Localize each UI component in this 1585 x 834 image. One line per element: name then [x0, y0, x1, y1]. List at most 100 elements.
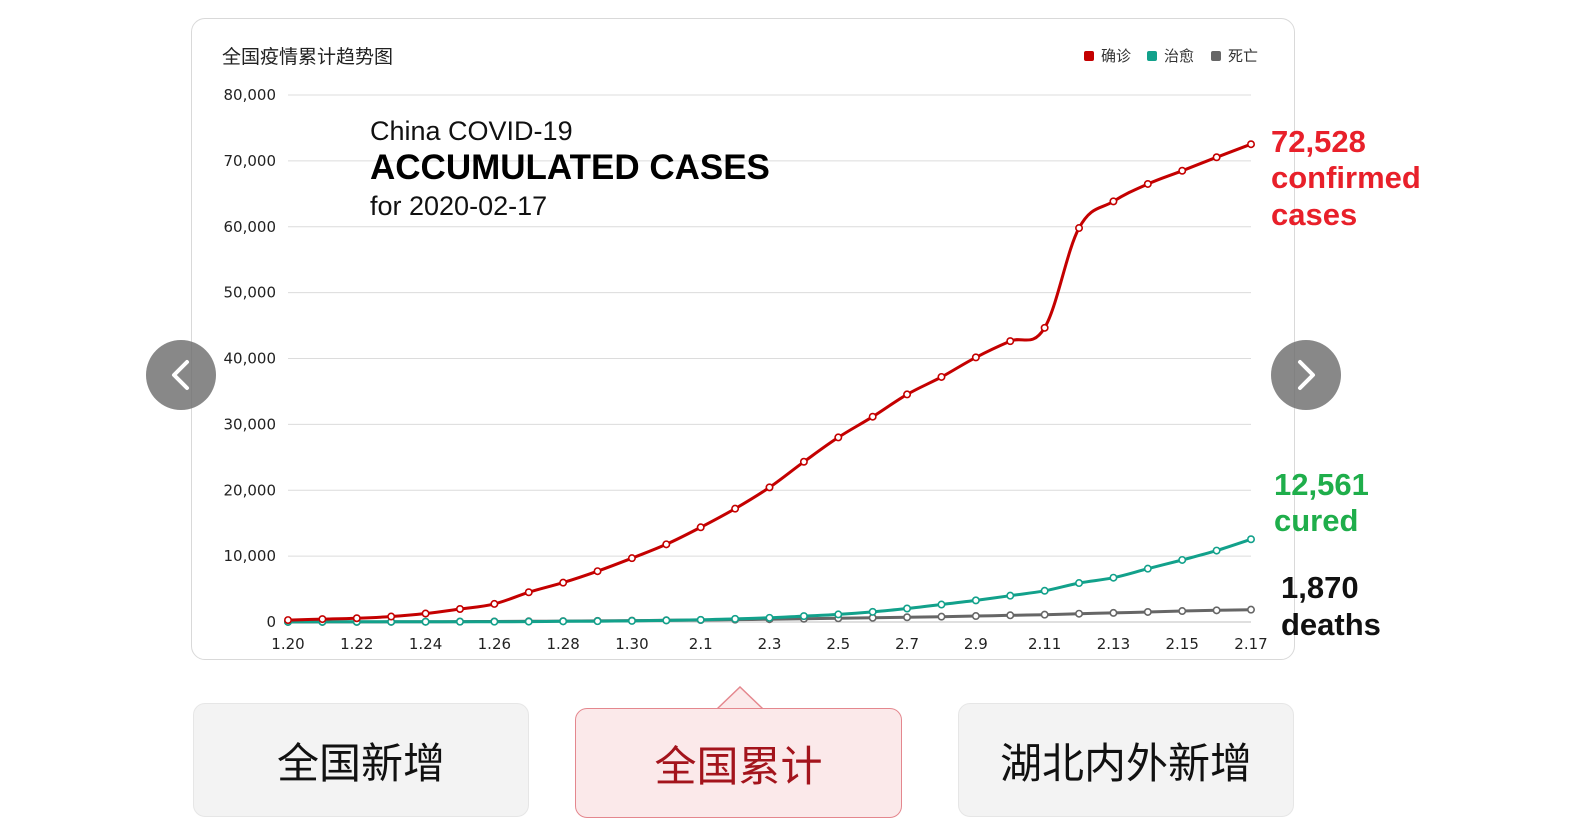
- x-tick-label: 2.15: [1166, 635, 1199, 653]
- data-point: [937, 372, 946, 381]
- data-point: [765, 613, 774, 622]
- data-point: [696, 615, 705, 624]
- x-tick-label: 1.30: [615, 635, 648, 653]
- trend-chart: 全国疫情累计趋势图 确诊 治愈 死亡 0 10,000 20,000 30,000 40,0…: [222, 46, 1268, 653]
- data-point: [1040, 323, 1049, 332]
- data-point: [524, 588, 533, 597]
- data-point: [490, 599, 499, 608]
- data-point: [903, 390, 912, 399]
- data-point: [662, 540, 671, 549]
- y-tick-label: 60,000: [224, 218, 277, 236]
- data-point: [868, 607, 877, 616]
- y-tick-label: 30,000: [224, 415, 277, 433]
- legend-label: 死亡: [1228, 47, 1258, 65]
- data-point: [1109, 197, 1118, 206]
- y-tick-label: 50,000: [224, 284, 277, 302]
- data-point: [1075, 609, 1084, 618]
- chart-legend: 确诊 治愈 死亡: [1084, 47, 1258, 65]
- x-tick-label: 1.28: [546, 635, 579, 653]
- data-point: [1212, 153, 1221, 162]
- data-point: [627, 554, 636, 563]
- data-point: [1212, 606, 1221, 615]
- x-tick-label: 2.13: [1097, 635, 1130, 653]
- data-point: [593, 617, 602, 626]
- data-point: [731, 504, 740, 513]
- data-point: [937, 612, 946, 621]
- x-tick-label: 2.9: [964, 635, 988, 653]
- chevron-left-icon: [172, 360, 189, 390]
- data-point: [971, 612, 980, 621]
- data-point: [421, 609, 430, 618]
- data-point: [627, 616, 636, 625]
- data-point: [1178, 166, 1187, 175]
- data-point: [284, 616, 293, 625]
- data-point: [1040, 610, 1049, 619]
- data-point: [559, 617, 568, 626]
- data-point: [352, 614, 361, 623]
- data-point: [834, 433, 843, 442]
- overlay-heading: ACCUMULATED CASES: [370, 148, 770, 187]
- tab-hubei-inside-outside-new[interactable]: 湖北内外新增: [958, 703, 1294, 817]
- next-button[interactable]: [1271, 340, 1341, 410]
- data-point: [971, 353, 980, 362]
- data-point: [1247, 140, 1256, 149]
- chart-grid: [288, 94, 1251, 623]
- y-tick-label: 10,000: [224, 547, 277, 565]
- x-tick-label: 1.24: [409, 635, 442, 653]
- data-point: [1075, 579, 1084, 588]
- data-point: [490, 617, 499, 626]
- data-point: [1109, 573, 1118, 582]
- data-point: [1178, 607, 1187, 616]
- data-point: [1075, 224, 1084, 233]
- data-point: [1212, 546, 1221, 555]
- data-point: [731, 614, 740, 623]
- data-point: [1143, 607, 1152, 616]
- overlay-date: for 2020-02-17: [370, 191, 547, 221]
- data-point: [524, 617, 533, 626]
- legend-swatch: [1084, 51, 1094, 61]
- data-point: [1247, 605, 1256, 614]
- data-point: [1006, 337, 1015, 346]
- data-point: [593, 567, 602, 576]
- data-point: [696, 523, 705, 532]
- chevron-right-icon: [1298, 360, 1315, 390]
- tab-national-cumulative[interactable]: 全国累计: [575, 708, 902, 818]
- y-tick-label: 40,000: [224, 350, 277, 368]
- data-point: [455, 617, 464, 626]
- previous-button[interactable]: [146, 340, 216, 410]
- tab-national-new[interactable]: 全国新增: [193, 703, 529, 817]
- data-point: [903, 613, 912, 622]
- data-point: [1178, 555, 1187, 564]
- data-point: [799, 612, 808, 621]
- data-point: [1040, 586, 1049, 595]
- chart-title: 全国疫情累计趋势图: [222, 46, 393, 68]
- data-point: [937, 600, 946, 609]
- x-tick-label: 2.17: [1234, 635, 1267, 653]
- y-tick-label: 20,000: [224, 481, 277, 499]
- data-point: [1109, 608, 1118, 617]
- x-tick-label: 2.3: [758, 635, 782, 653]
- chart-series-points: [284, 140, 1256, 626]
- data-point: [662, 616, 671, 625]
- x-tick-label: 2.5: [826, 635, 850, 653]
- data-point: [903, 604, 912, 613]
- data-point: [834, 610, 843, 619]
- data-point: [765, 483, 774, 492]
- data-point: [421, 617, 430, 626]
- x-tick-label: 1.20: [271, 635, 304, 653]
- x-tick-label: 1.26: [478, 635, 511, 653]
- data-point: [1143, 179, 1152, 188]
- y-tick-label: 80,000: [224, 86, 277, 104]
- legend-swatch: [1211, 51, 1221, 61]
- data-point: [455, 604, 464, 613]
- y-tick-label: 70,000: [224, 152, 277, 170]
- x-tick-label: 2.11: [1028, 635, 1061, 653]
- active-tab-pointer: [715, 686, 765, 710]
- series-line-cured: [287, 537, 1252, 624]
- data-point: [799, 457, 808, 466]
- y-axis-labels: 0 10,000 20,000 30,000 40,000 50,000 60,000 70,…: [224, 86, 277, 631]
- data-point: [971, 596, 980, 605]
- legend-label: 治愈: [1164, 47, 1194, 65]
- x-tick-label: 1.22: [340, 635, 373, 653]
